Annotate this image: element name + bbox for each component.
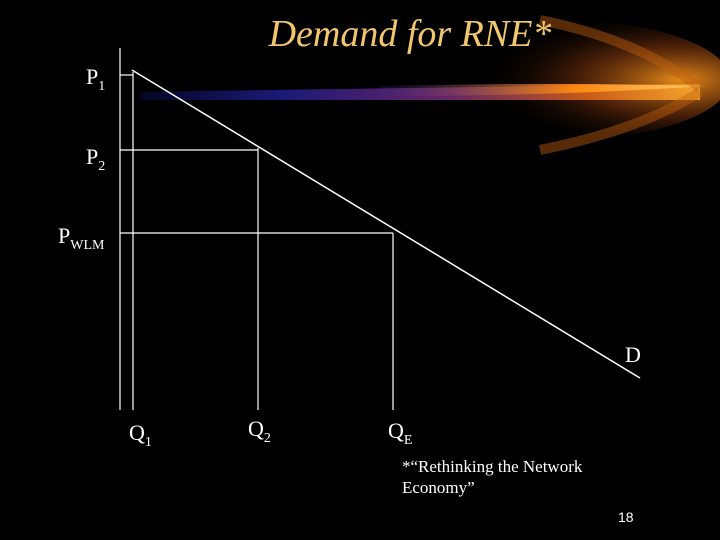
footnote: *“Rethinking the Network Economy” [402, 457, 583, 497]
demand-curve [131, 69, 641, 379]
label-qe: QE [388, 418, 413, 448]
label-q2: Q2 [248, 416, 271, 446]
label-d: D [625, 342, 641, 367]
slide-title: Demand for RNE* [268, 13, 552, 55]
label-pwlm: PWLM [58, 223, 105, 253]
label-p1: P1 [86, 64, 106, 94]
label-q1: Q1 [129, 420, 152, 450]
page-number: 18 [618, 509, 634, 525]
label-p2: P2 [86, 144, 106, 174]
